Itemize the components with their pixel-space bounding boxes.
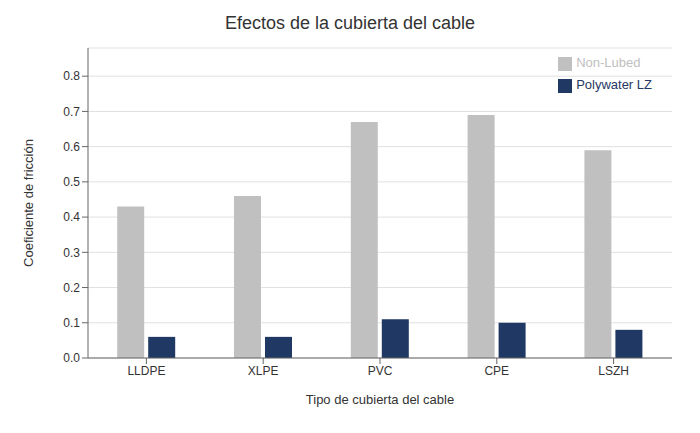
svg-text:PVC: PVC (368, 364, 393, 378)
svg-text:0.8: 0.8 (63, 69, 80, 83)
svg-text:CPE: CPE (484, 364, 509, 378)
svg-text:0.1: 0.1 (63, 316, 80, 330)
svg-text:0.5: 0.5 (63, 175, 80, 189)
svg-text:0.7: 0.7 (63, 105, 80, 119)
svg-text:0.3: 0.3 (63, 246, 80, 260)
html-text:Non-Lubed: Non-Lubed (576, 55, 641, 70)
svg-text:0.6: 0.6 (63, 140, 80, 154)
svg-text:0.0: 0.0 (63, 351, 80, 365)
svg-text:XLPE: XLPE (248, 364, 279, 378)
html-text:Polywater LZ: Polywater LZ (576, 77, 652, 92)
svg-text:LSZH: LSZH (598, 364, 629, 378)
svg-text:Coeficiente de fricción: Coeficiente de fricción (21, 139, 36, 267)
svg-text:0.2: 0.2 (63, 281, 80, 295)
svg-text:LLDPE: LLDPE (127, 364, 165, 378)
svg-text:Tipo de cubierta del cable: Tipo de cubierta del cable (306, 392, 454, 407)
html-text:Efectos de la cubierta del cab: Efectos de la cubierta del cable (224, 13, 476, 33)
svg-text:0.4: 0.4 (63, 210, 80, 224)
